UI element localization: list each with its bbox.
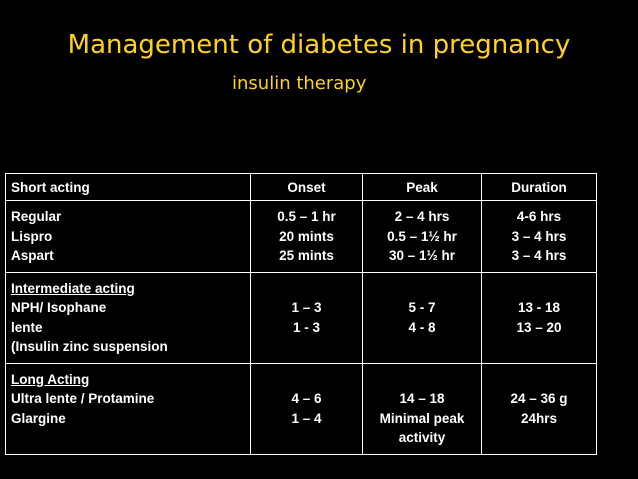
peak-value: 2 – 4 hrs [394,209,450,224]
slide-subtitle: insulin therapy [232,73,367,94]
duration-value: 3 – 4 hrs [511,248,567,263]
insulin-name: Regular [11,209,62,224]
header-onset: Onset [250,173,363,201]
onset-value: 4 – 6 [291,391,322,406]
header-peak: Peak [362,173,482,201]
insulin-table: Short acting Onset Peak Duration Regular… [5,173,597,455]
header-duration: Duration [481,173,597,201]
slide-title: Management of diabetes in pregnancy [67,30,571,60]
intermediate-acting-names: Intermediate acting NPH/ Isophane lente … [5,271,251,364]
peak-value: 4 - 8 [408,319,436,335]
duration-value: 24 – 36 g [510,391,568,406]
peak-value: 5 - 7 [408,300,436,315]
insulin-name: Aspart [11,248,54,263]
short-acting-names: Regular Lispro Aspart [5,200,251,273]
peak-value: 14 – 18 [399,391,445,406]
table-row-long-acting: Long Acting Ultra lente / Protamine Glar… [5,362,597,455]
table-row-short-acting: Regular Lispro Aspart 0.5 – 1 hr 20 mint… [5,200,597,273]
peak-value: activity [398,430,446,445]
header-type: Short acting [5,173,251,201]
long-acting-duration: 24 – 36 g 24hrs [481,362,597,455]
onset-value: 20 mints [279,228,334,244]
onset-value: 25 mints [279,248,334,263]
insulin-name: Glargine [11,410,66,426]
peak-value: Minimal peak [379,410,465,426]
insulin-name: (Insulin zinc suspension [11,339,168,354]
duration-value: 13 – 20 [516,319,562,335]
onset-value: 1 - 3 [292,319,320,335]
long-acting-onset: 4 – 6 1 – 4 [250,362,363,455]
insulin-name: lente [11,319,43,335]
onset-value: 1 – 4 [291,410,322,426]
duration-value: 3 – 4 hrs [511,228,567,244]
onset-value: 1 – 3 [291,300,322,315]
long-acting-peak: 14 – 18 Minimal peak activity [362,362,482,455]
insulin-name: Lispro [11,228,53,244]
long-acting-names: Long Acting Ultra lente / Protamine Glar… [5,362,251,455]
duration-value: 24hrs [520,410,558,426]
intermediate-acting-peak: 5 - 7 4 - 8 [362,271,482,364]
short-acting-peak: 2 – 4 hrs 0.5 – 1½ hr 30 – 1½ hr [362,200,482,273]
peak-value: 0.5 – 1½ hr [387,228,457,244]
peak-value: 30 – 1½ hr [388,248,456,263]
insulin-name: Ultra lente / Protamine [11,391,155,406]
intermediate-acting-duration: 13 - 18 13 – 20 [481,271,597,364]
group-heading: Long Acting [11,371,90,387]
table-row-intermediate-acting: Intermediate acting NPH/ Isophane lente … [5,271,597,364]
intermediate-acting-onset: 1 – 3 1 - 3 [250,271,363,364]
table-header-row: Short acting Onset Peak Duration [5,173,597,201]
duration-value: 13 - 18 [517,300,561,315]
insulin-name: NPH/ Isophane [11,300,107,315]
duration-value: 4-6 hrs [516,209,562,224]
group-heading: Intermediate acting [11,280,135,296]
onset-value: 0.5 – 1 hr [277,209,336,224]
short-acting-onset: 0.5 – 1 hr 20 mints 25 mints [250,200,363,273]
short-acting-duration: 4-6 hrs 3 – 4 hrs 3 – 4 hrs [481,200,597,273]
